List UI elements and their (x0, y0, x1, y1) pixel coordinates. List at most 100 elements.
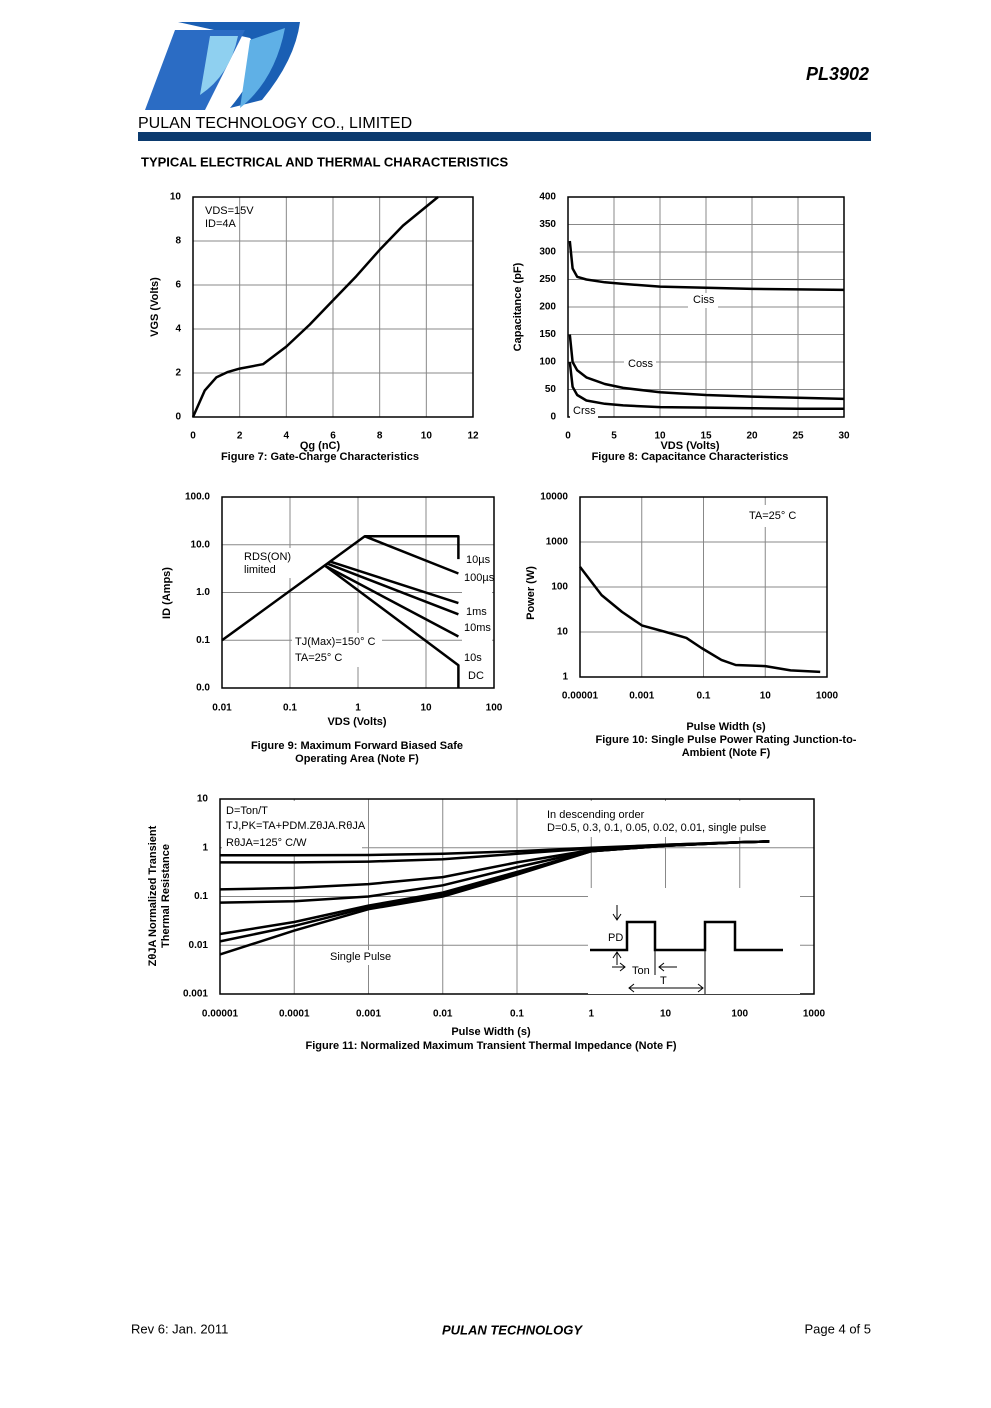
y-tick-label: 250 (539, 274, 556, 285)
x-tick-label: 15 (700, 431, 712, 442)
x-tick-label: 1 (588, 1009, 594, 1020)
part-number: PL3902 (806, 64, 869, 84)
y-tick-label: 150 (539, 329, 556, 340)
x-tick-label: 4 (284, 431, 290, 442)
y-axis-label: ID (Amps) (161, 567, 173, 619)
x-axis-label: Qg (nC) (300, 440, 341, 452)
y-tick-label: 0.1 (196, 635, 210, 646)
data-line (330, 560, 459, 605)
annotation: TA=25° C (295, 652, 342, 664)
x-tick-label: 10 (420, 703, 432, 714)
data-line (324, 564, 460, 688)
x-tick-label: 0.001 (629, 691, 654, 702)
data-line (327, 562, 459, 616)
y-tick-label: 4 (175, 324, 181, 335)
y-tick-label: 0.0 (196, 683, 210, 694)
x-tick-label: 10 (760, 691, 772, 702)
x-tick-label: 100 (731, 1009, 748, 1020)
data-line (568, 240, 845, 292)
x-axis-label: VDS (Volts) (327, 716, 386, 728)
y-axis-label: VGS (Volts) (149, 277, 161, 337)
data-line (568, 361, 844, 411)
data-line (364, 535, 459, 575)
data-line (221, 535, 460, 642)
figure-caption: Figure 11: Normalized Maximum Transient … (305, 1040, 676, 1052)
x-tick-label: 5 (611, 431, 617, 442)
y-tick-label: 2 (175, 368, 181, 379)
series-label: 10ms (464, 622, 491, 634)
annotation: PD (608, 932, 623, 944)
section-title: TYPICAL ELECTRICAL AND THERMAL CHARACTER… (141, 154, 508, 169)
annotation: VDS=15V (205, 205, 254, 217)
annotation: In descending order (547, 809, 645, 821)
plot-frame (579, 496, 828, 678)
company-name: PULAN TECHNOLOGY CO., LIMITED (138, 115, 412, 132)
y-tick-label: 1 (562, 672, 568, 683)
y-axis-label: Capacitance (pF) (512, 262, 524, 351)
series-label: Coss (628, 358, 654, 370)
plot-frame (192, 196, 474, 418)
x-tick-label: 1000 (816, 691, 839, 702)
data-line (568, 334, 845, 401)
pulse-diagram (590, 905, 783, 994)
figure-caption: Figure 10: Single Pulse Power Rating Jun… (596, 734, 857, 746)
annotation: RθJA=125° C/W (226, 837, 307, 849)
x-tick-label: 6 (330, 431, 336, 442)
series-label: 10µs (466, 554, 491, 566)
x-tick-label: 0.1 (283, 703, 297, 714)
y-tick-label: 1 (202, 842, 208, 853)
x-tick-label: 0.0001 (279, 1009, 310, 1020)
figure-caption: Operating Area (Note F) (295, 753, 419, 765)
x-tick-label: 1 (355, 703, 361, 714)
data-line (579, 566, 821, 674)
x-tick-label: 0.1 (697, 691, 711, 702)
annotation: ID=4A (205, 218, 237, 230)
series-label: Crss (573, 405, 596, 417)
y-tick-label: 10000 (540, 492, 568, 503)
x-tick-label: 0.001 (356, 1009, 381, 1020)
y-tick-label: 100.0 (185, 492, 210, 503)
x-tick-label: 100 (486, 703, 503, 714)
header-bar (138, 132, 871, 141)
y-tick-label: 0.001 (183, 989, 208, 1000)
y-tick-label: 8 (175, 236, 181, 247)
y-tick-label: 200 (539, 302, 556, 313)
plot-frame (221, 496, 495, 689)
annotation: D=0.5, 0.3, 0.1, 0.05, 0.02, 0.01, singl… (547, 822, 766, 834)
x-tick-label: 2 (237, 431, 243, 442)
series-label: Single Pulse (330, 951, 391, 963)
y-tick-label: 400 (539, 192, 556, 203)
annotation: D=Ton/T (226, 805, 268, 817)
figure-caption: Figure 8: Capacitance Characteristics (592, 451, 789, 463)
y-tick-label: 100 (539, 357, 556, 368)
y-tick-label: 10 (170, 192, 182, 203)
annotation: TA=25° C (749, 510, 796, 522)
data-line (324, 564, 459, 638)
x-tick-label: 10 (421, 431, 433, 442)
x-axis-label: VDS (Volts) (660, 440, 719, 452)
x-tick-label: 0.00001 (562, 691, 599, 702)
y-axis-label: Power (W) (525, 566, 537, 620)
x-axis-label: Pulse Width (s) (686, 721, 766, 733)
series-label: 10s (464, 652, 482, 664)
annotation: TJ(Max)=150° C (295, 636, 376, 648)
x-tick-label: 0.01 (212, 703, 232, 714)
x-axis-label: Pulse Width (s) (451, 1026, 531, 1038)
series-label: Ciss (693, 294, 715, 306)
y-tick-label: 0 (175, 412, 181, 423)
x-tick-label: 0 (190, 431, 196, 442)
series-label: 100µs (464, 572, 495, 584)
plot-frame (219, 798, 815, 995)
figure-caption: Ambient (Note F) (682, 747, 771, 759)
y-tick-label: 0.1 (194, 891, 208, 902)
footer-revision: Rev 6: Jan. 2011 (131, 1321, 228, 1336)
y-tick-label: 10.0 (191, 539, 211, 550)
y-axis-label: ZθJA Normalized Transient (147, 825, 159, 966)
footer-page: Page 4 of 5 (805, 1321, 872, 1336)
annotation: T (660, 975, 667, 987)
x-tick-label: 20 (746, 431, 758, 442)
y-tick-label: 10 (557, 627, 569, 638)
logo (145, 22, 300, 110)
